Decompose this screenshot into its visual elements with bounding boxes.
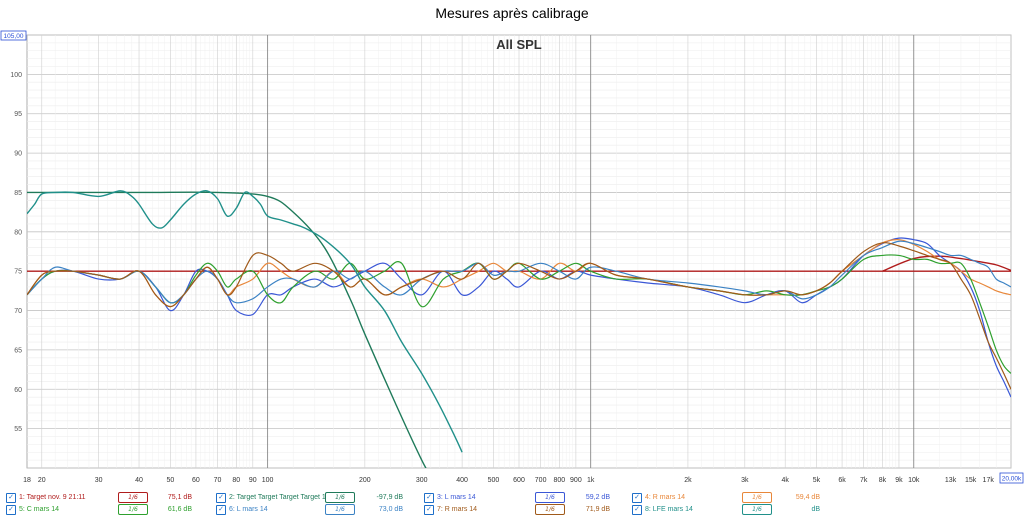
series-line bbox=[27, 237, 1011, 398]
y-tick-label: 55 bbox=[14, 426, 22, 433]
series-line-hf bbox=[882, 255, 1011, 272]
y-tick-label: 95 bbox=[14, 111, 22, 118]
legend-label: 5: C mars 14 bbox=[19, 506, 60, 513]
series-7 bbox=[27, 242, 1011, 390]
x-tick-label: 900 bbox=[570, 477, 582, 484]
legend: ✓ 1: Target nov. 9 21:11 1/6 75,1 dB ✓ 2: Tar… bbox=[0, 489, 1024, 515]
x-tick-label: 17k bbox=[983, 477, 995, 484]
x-tick-label: 600 bbox=[513, 477, 525, 484]
series-8 bbox=[27, 189, 463, 453]
chart-title: Mesures après calibrage bbox=[435, 5, 589, 21]
legend-label: 8: LFE mars 14 bbox=[645, 506, 693, 513]
legend-checkbox[interactable]: ✓ bbox=[216, 505, 226, 515]
x-end-label: 20,00k bbox=[1002, 476, 1022, 483]
x-tick-label: 30 bbox=[95, 477, 103, 484]
x-tick-label: 8k bbox=[879, 477, 887, 484]
grid-lines bbox=[27, 34, 1012, 469]
x-tick-label: 100 bbox=[262, 477, 274, 484]
legend-label: 3: L mars 14 bbox=[437, 494, 476, 501]
legend-checkbox[interactable]: ✓ bbox=[632, 505, 642, 515]
y-top-label-box[interactable] bbox=[0, 30, 27, 41]
x-tick-label: 2k bbox=[684, 477, 692, 484]
legend-checkbox[interactable]: ✓ bbox=[424, 505, 434, 515]
x-tick-label: 6k bbox=[838, 477, 846, 484]
series-lines bbox=[27, 189, 1011, 468]
legend-checkbox[interactable]: ✓ bbox=[632, 493, 642, 503]
x-tick-label: 10k bbox=[908, 477, 920, 484]
x-tick-label: 9k bbox=[895, 477, 903, 484]
y-tick-label: 70 bbox=[14, 308, 22, 315]
x-tick-label: 18 bbox=[23, 477, 31, 484]
y-tick-label: 75 bbox=[14, 269, 22, 276]
legend-label: 1: Target nov. 9 21:11 bbox=[19, 494, 86, 501]
x-tick-label: 13k bbox=[945, 477, 957, 484]
legend-label: 4: R mars 14 bbox=[645, 494, 686, 501]
legend-value: 59,4 dB bbox=[795, 494, 820, 501]
y-tick-label: 85 bbox=[14, 190, 22, 197]
series-line bbox=[27, 189, 463, 453]
legend-label: 7: R mars 14 bbox=[437, 506, 478, 513]
legend-value: 61,6 dB bbox=[167, 506, 192, 513]
x-tick-label: 700 bbox=[535, 477, 547, 484]
legend-value: -97,9 dB bbox=[376, 494, 403, 501]
smoothing-button[interactable]: 1/6 bbox=[325, 492, 355, 503]
chart-subtitle: All SPL bbox=[496, 37, 542, 52]
series-2 bbox=[27, 191, 427, 468]
legend-value: 59,2 dB bbox=[585, 494, 610, 501]
x-tick-label: 200 bbox=[359, 477, 371, 484]
x-tick-label: 80 bbox=[232, 477, 240, 484]
smoothing-button[interactable]: 1/6 bbox=[118, 492, 148, 503]
x-tick-label: 7k bbox=[860, 477, 868, 484]
legend-value: dB bbox=[811, 506, 820, 513]
smoothing-button[interactable]: 1/6 bbox=[535, 492, 565, 503]
x-tick-label: 20 bbox=[38, 477, 46, 484]
smoothing-button[interactable]: 1/6 bbox=[742, 492, 772, 503]
spl-chart[interactable]: 100 95 90 85 80 75 70 65 60 55 18 20 30 40 50 60 70 80 90… bbox=[0, 0, 1024, 489]
x-end-label-box[interactable] bbox=[999, 472, 1024, 484]
legend-checkbox[interactable]: ✓ bbox=[216, 493, 226, 503]
y-tick-label: 60 bbox=[14, 387, 22, 394]
x-tick-label: 60 bbox=[192, 477, 200, 484]
x-tick-label: 15k bbox=[965, 477, 977, 484]
x-tick-label: 800 bbox=[554, 477, 566, 484]
y-tick-label: 100 bbox=[10, 72, 22, 79]
legend-value: 75,1 dB bbox=[167, 494, 192, 501]
x-tick-label: 400 bbox=[456, 477, 468, 484]
series-line bbox=[27, 191, 427, 468]
legend-value: 73,0 dB bbox=[378, 506, 403, 513]
x-tick-label: 1k bbox=[587, 477, 595, 484]
x-tick-label: 90 bbox=[249, 477, 257, 484]
legend-value: 71,9 dB bbox=[585, 506, 610, 513]
legend-label: 6: L mars 14 bbox=[229, 506, 268, 513]
series-line bbox=[27, 242, 1011, 390]
legend-checkbox[interactable]: ✓ bbox=[6, 505, 16, 515]
x-tick-label: 300 bbox=[416, 477, 428, 484]
series-3 bbox=[27, 237, 1011, 398]
x-tick-label: 4k bbox=[781, 477, 789, 484]
legend-checkbox[interactable]: ✓ bbox=[424, 493, 434, 503]
legend-checkbox[interactable]: ✓ bbox=[6, 493, 16, 503]
x-tick-label: 5k bbox=[813, 477, 821, 484]
x-tick-label: 500 bbox=[488, 477, 500, 484]
legend-label: 2: Target Target Target Target 1 bbox=[229, 494, 326, 501]
y-tick-label: 90 bbox=[14, 151, 22, 158]
x-tick-label: 3k bbox=[741, 477, 749, 484]
x-tick-label: 50 bbox=[166, 477, 174, 484]
y-axis-ticks: 100 95 90 85 80 75 70 65 60 55 bbox=[10, 72, 22, 433]
x-axis-ticks: 18 20 30 40 50 60 70 80 90 100 200 300 400 500 600 700 8… bbox=[23, 477, 994, 484]
y-tick-label: 80 bbox=[14, 229, 22, 236]
y-top-label: 105,00 bbox=[4, 33, 24, 40]
x-tick-label: 40 bbox=[135, 477, 143, 484]
y-tick-label: 65 bbox=[14, 347, 22, 354]
x-tick-label: 70 bbox=[214, 477, 222, 484]
